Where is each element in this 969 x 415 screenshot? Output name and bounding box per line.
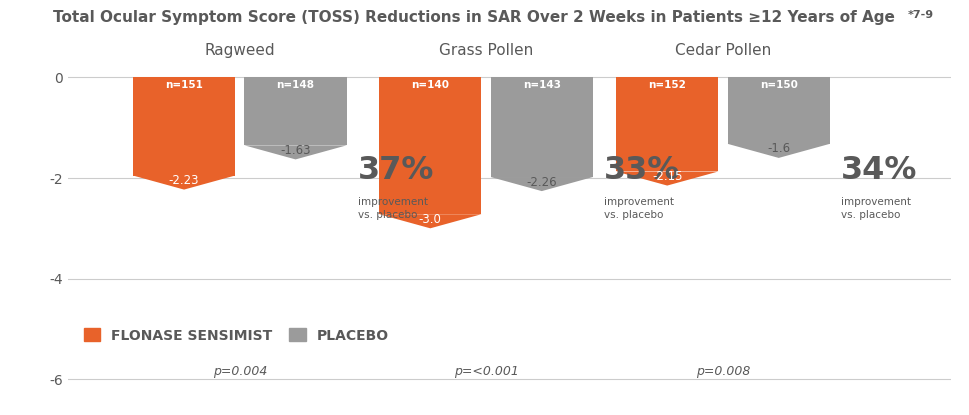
Text: 34%: 34% bbox=[840, 155, 917, 186]
Text: -2.15: -2.15 bbox=[651, 170, 682, 183]
Bar bbox=[490, 78, 592, 177]
Text: -3.0: -3.0 bbox=[419, 213, 441, 226]
Text: Grass Pollen: Grass Pollen bbox=[438, 43, 533, 59]
Bar bbox=[133, 78, 234, 176]
Text: p=<0.001: p=<0.001 bbox=[453, 365, 517, 378]
Text: n=150: n=150 bbox=[759, 81, 797, 90]
Text: n=143: n=143 bbox=[522, 81, 560, 90]
Bar bbox=[379, 78, 481, 214]
Bar bbox=[244, 78, 346, 145]
Text: Cedar Pollen: Cedar Pollen bbox=[674, 43, 770, 59]
Bar bbox=[615, 78, 718, 171]
Text: -1.6: -1.6 bbox=[766, 142, 790, 155]
Polygon shape bbox=[133, 176, 234, 190]
Text: 33%: 33% bbox=[604, 155, 679, 186]
Text: n=152: n=152 bbox=[647, 81, 685, 90]
Text: 37%: 37% bbox=[358, 155, 434, 186]
Text: n=151: n=151 bbox=[165, 81, 203, 90]
Text: n=148: n=148 bbox=[276, 81, 314, 90]
Text: n=140: n=140 bbox=[411, 81, 449, 90]
Text: Total Ocular Symptom Score (TOSS) Reductions in SAR Over 2 Weeks in Patients ≥12: Total Ocular Symptom Score (TOSS) Reduct… bbox=[53, 10, 894, 25]
Polygon shape bbox=[727, 144, 828, 158]
Text: improvement
vs. placebo: improvement vs. placebo bbox=[604, 197, 673, 220]
Text: p=0.008: p=0.008 bbox=[695, 365, 749, 378]
Polygon shape bbox=[615, 171, 718, 186]
Polygon shape bbox=[244, 145, 346, 159]
Text: improvement
vs. placebo: improvement vs. placebo bbox=[358, 197, 427, 220]
Polygon shape bbox=[490, 177, 592, 191]
Text: *7-9: *7-9 bbox=[907, 10, 933, 20]
Text: p=0.004: p=0.004 bbox=[212, 365, 266, 378]
Text: -1.63: -1.63 bbox=[280, 144, 310, 157]
Text: Ragweed: Ragweed bbox=[204, 43, 275, 59]
Text: -2.23: -2.23 bbox=[169, 174, 199, 187]
Legend: FLONASE SENSIMIST, PLACEBO: FLONASE SENSIMIST, PLACEBO bbox=[83, 328, 389, 342]
Text: -2.26: -2.26 bbox=[526, 176, 556, 188]
Polygon shape bbox=[379, 214, 481, 228]
Bar bbox=[727, 78, 828, 144]
Text: improvement
vs. placebo: improvement vs. placebo bbox=[840, 197, 910, 220]
